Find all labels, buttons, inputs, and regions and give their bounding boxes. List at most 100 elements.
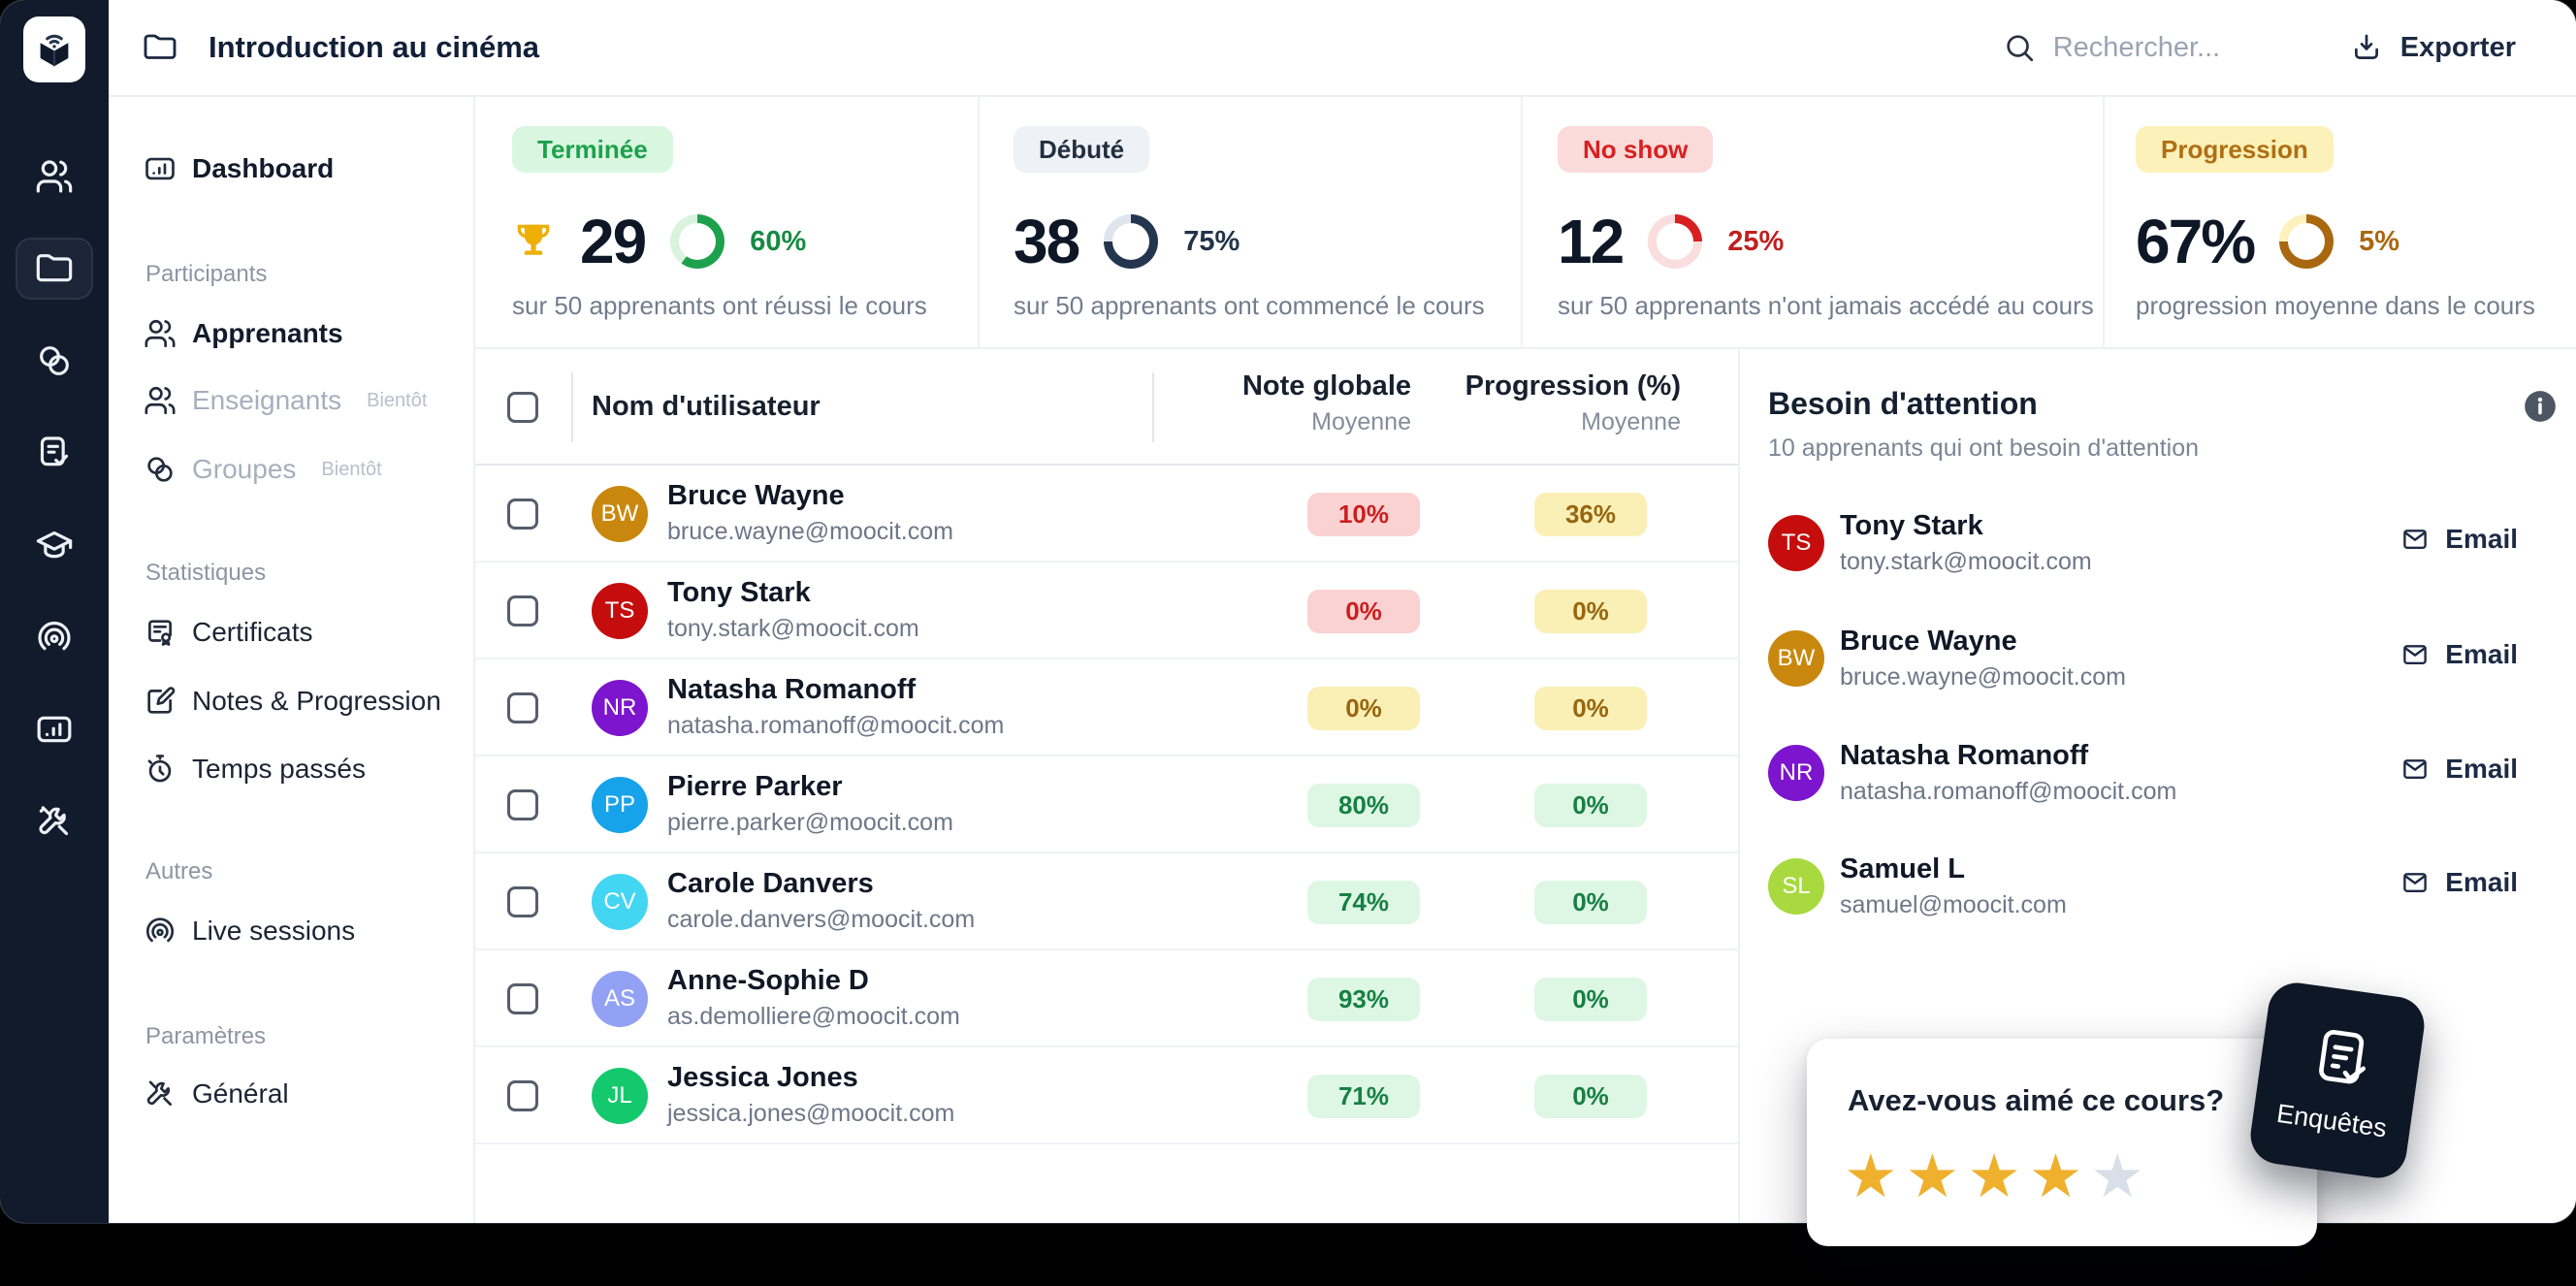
sidebar-item-dashboard[interactable]: Dashboard [144, 145, 334, 192]
note-badge: 10% [1307, 493, 1420, 536]
rail-item-groups[interactable] [16, 330, 93, 392]
surveys-floating-button[interactable]: Enquêtes [2246, 979, 2429, 1182]
groups-icon [40, 346, 69, 375]
table-row[interactable]: CV Carole Danvers carole.danvers@moocit.c… [475, 853, 1738, 950]
logo-book-icon [40, 34, 69, 67]
rail-item-surveys[interactable] [16, 422, 93, 484]
attention-title: Besoin d'attention [1768, 386, 2038, 421]
stat-card-progression: Progression 67% 5% progression moyenne d… [2136, 97, 2576, 349]
email-button[interactable]: Email [2400, 639, 2518, 670]
table-row[interactable]: BW Bruce Wayne bruce.wayne@moocit.com 10%… [475, 466, 1738, 563]
section-autres: Autres [145, 858, 213, 884]
envelope-icon [2403, 759, 2428, 779]
attention-subtitle: 10 apprenants qui ont besoin d'attention [1768, 434, 2200, 462]
row-checkbox[interactable] [507, 886, 538, 917]
user-name: Jessica Jones [667, 1062, 858, 1093]
moocit-logo[interactable] [23, 16, 85, 82]
rail-item-settings[interactable] [16, 790, 93, 852]
rail-item-live[interactable] [16, 606, 93, 668]
avatar: NR [592, 680, 648, 736]
stat-caption: progression moyenne dans le cours [2136, 291, 2535, 320]
sidebar-item-groupes[interactable]: Groupes Bientôt [144, 446, 382, 493]
table-row[interactable]: AS Anne-Sophie D as.demolliere@moocit.com… [475, 950, 1738, 1047]
note-badge: 93% [1307, 978, 1420, 1021]
note-badge: 0% [1307, 687, 1420, 730]
rail-item-stats[interactable] [16, 698, 93, 760]
table-row[interactable]: JL Jessica Jones jessica.jones@moocit.com… [475, 1047, 1738, 1144]
column-header-note[interactable]: Note globale Moyenne [1241, 370, 1411, 435]
email-button[interactable]: Email [2400, 867, 2518, 898]
star-icon[interactable]: ★ [1905, 1143, 1960, 1210]
row-checkbox[interactable] [507, 789, 538, 820]
edit-note-icon [147, 687, 176, 714]
sidebar-item-label: Certificats [192, 617, 313, 647]
stat-badge: Débuté [1014, 126, 1150, 173]
row-checkbox[interactable] [507, 1080, 538, 1111]
sidebar-item-temps-passes[interactable]: Temps passés [144, 746, 366, 792]
survey-question: Avez-vous aimé ce cours? [1848, 1083, 2225, 1117]
progression-badge: 0% [1534, 1075, 1647, 1118]
live-broadcast-icon [38, 621, 71, 651]
rail-item-trainings[interactable] [16, 514, 93, 576]
stat-percent: 5% [2359, 225, 2400, 257]
column-header-progression[interactable]: Progression (%) Moyenne [1465, 370, 1681, 435]
sidebar-item-enseignants[interactable]: Enseignants Bientôt [144, 377, 427, 424]
sidebar-item-general[interactable]: Général [144, 1071, 289, 1117]
stats-chart-icon [37, 716, 72, 743]
stat-percent: 75% [1183, 225, 1240, 257]
sidebar-item-apprenants[interactable]: Apprenants [144, 310, 343, 357]
user-email: bruce.wayne@moocit.com [1840, 663, 2126, 691]
progression-badge: 0% [1534, 590, 1647, 633]
sidebar-item-certificats[interactable]: Certificats [144, 609, 312, 656]
email-button[interactable]: Email [2400, 524, 2518, 555]
row-checkbox[interactable] [507, 498, 538, 530]
row-checkbox[interactable] [507, 595, 538, 627]
user-name: Bruce Wayne [1840, 626, 2017, 657]
attention-item: BW Bruce Wayne bruce.wayne@moocit.com Ema… [1740, 614, 2576, 703]
stat-caption: sur 50 apprenants n'ont jamais accédé au… [1558, 291, 2094, 320]
progression-badge: 0% [1534, 687, 1647, 730]
row-checkbox[interactable] [507, 692, 538, 723]
column-header-name[interactable]: Nom d'utilisateur [592, 390, 821, 422]
star-icon[interactable]: ★ [2028, 1143, 2083, 1210]
live-broadcast-icon [145, 917, 175, 943]
star-rating[interactable]: ★ ★ ★ ★ ★ [1844, 1132, 2144, 1222]
survey-check-icon [40, 436, 69, 466]
learners-table: BW Bruce Wayne bruce.wayne@moocit.com 10%… [475, 466, 1738, 1144]
table-row[interactable]: TS Tony Stark tony.stark@moocit.com 0% 0% [475, 563, 1738, 659]
progression-badge: 0% [1534, 881, 1647, 924]
user-name: Natasha Romanoff [667, 674, 917, 705]
rail-item-courses[interactable] [16, 238, 93, 300]
sidebar-item-notes-progression[interactable]: Notes & Progression [144, 678, 441, 724]
star-icon[interactable]: ★ [2090, 1143, 2144, 1210]
envelope-icon [2403, 645, 2428, 664]
select-all-checkbox[interactable] [507, 392, 538, 423]
user-email: carole.danvers@moocit.com [667, 906, 976, 933]
export-button[interactable]: Exporter [2350, 31, 2516, 64]
email-button[interactable]: Email [2400, 754, 2518, 785]
search-input[interactable] [2052, 31, 2296, 64]
star-icon[interactable]: ★ [1844, 1143, 1898, 1210]
info-icon[interactable] [2522, 388, 2559, 425]
stat-percent: 25% [1727, 225, 1785, 257]
stat-percent: 60% [750, 225, 807, 257]
section-participants: Participants [145, 261, 268, 287]
note-badge: 80% [1307, 784, 1420, 827]
stat-value: 29 [580, 207, 647, 276]
row-checkbox[interactable] [507, 983, 538, 1014]
sidebar-item-label: Temps passés [192, 754, 366, 784]
section-parametres: Paramètres [145, 1023, 267, 1049]
user-name: Natasha Romanoff [1840, 740, 2089, 771]
table-row[interactable]: NR Natasha Romanoff natasha.romanoff@mooc… [475, 659, 1738, 756]
rail-item-users[interactable] [16, 145, 93, 208]
clipboard-check-icon [2319, 1029, 2367, 1083]
sidebar-item-live-sessions[interactable]: Live sessions [144, 908, 355, 954]
stat-card-debute: Débuté 38 75% sur 50 apprenants ont comm… [1014, 97, 1518, 349]
user-email: jessica.jones@moocit.com [667, 1100, 955, 1127]
table-row[interactable]: PP Pierre Parker pierre.parker@moocit.com… [475, 756, 1738, 853]
sidebar-menu: Dashboard Participants Apprenants Enseig… [109, 97, 475, 1223]
surveys-label: Enquêtes [2274, 1098, 2389, 1142]
user-email: pierre.parker@moocit.com [667, 809, 953, 836]
star-icon[interactable]: ★ [1967, 1143, 2021, 1210]
